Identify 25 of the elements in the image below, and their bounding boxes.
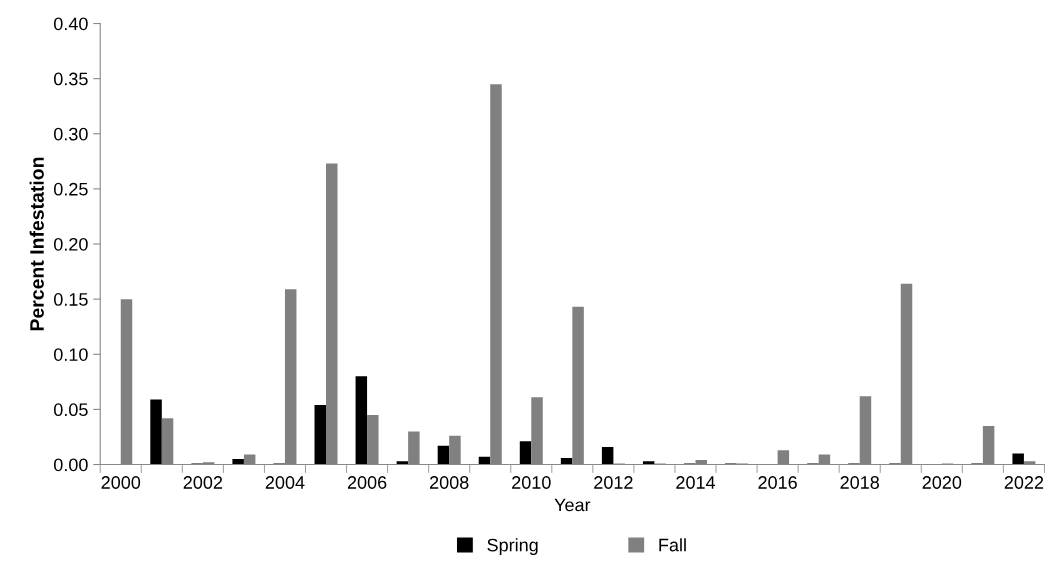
y-tick-label: 0.00 bbox=[53, 458, 88, 472]
x-tick-label: 2002 bbox=[183, 476, 223, 489]
x-tick-label: 2018 bbox=[840, 476, 880, 489]
y-tick-label: 0.35 bbox=[53, 72, 88, 86]
x-tick-label: 2000 bbox=[101, 476, 141, 489]
y-tick-label: 0.30 bbox=[53, 127, 88, 141]
y-tick-label: 0.20 bbox=[53, 237, 88, 251]
x-tick-label: 2014 bbox=[676, 476, 716, 489]
y-tick-label: 0.15 bbox=[53, 293, 88, 306]
x-tick-label: 2016 bbox=[758, 476, 797, 489]
legend-label: Spring bbox=[487, 538, 538, 556]
y-tick-label: 0.40 bbox=[53, 17, 88, 31]
x-axis-title: Year bbox=[554, 498, 591, 512]
y-tick-label: 0.10 bbox=[53, 348, 88, 361]
x-tick-label: 2010 bbox=[512, 476, 551, 489]
legend-label: Fall bbox=[659, 538, 686, 552]
x-tick-label: 2006 bbox=[347, 476, 387, 489]
x-tick-label: 2020 bbox=[922, 476, 962, 489]
y-tick-label: 0.05 bbox=[53, 403, 88, 417]
x-tick-label: 2004 bbox=[265, 476, 305, 489]
y-axis-title: Percent Infestation bbox=[29, 157, 44, 331]
x-tick-label: 2008 bbox=[430, 476, 469, 489]
y-tick-label: 0.25 bbox=[53, 182, 88, 196]
x-tick-label: 2012 bbox=[594, 476, 633, 489]
x-tick-label: 2022 bbox=[1004, 476, 1044, 489]
